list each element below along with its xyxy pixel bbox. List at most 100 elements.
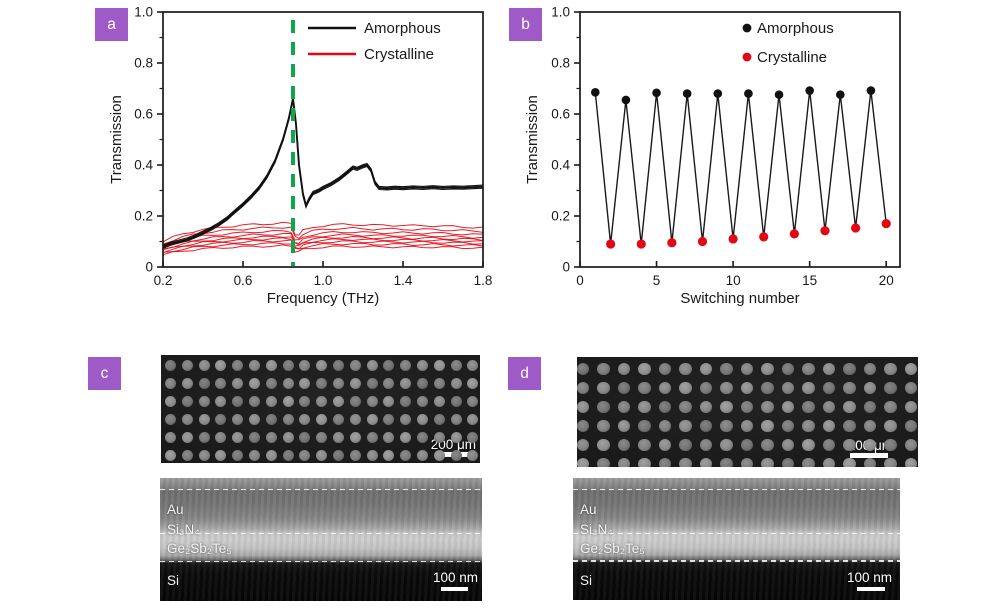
data-point (606, 239, 616, 249)
sem-dot (316, 396, 328, 407)
y-axis-title: Transmission (108, 95, 125, 184)
sem-dot (282, 396, 294, 407)
sem-dot (366, 432, 378, 443)
sem-dot (822, 457, 836, 467)
sem-dot (417, 450, 428, 461)
sem-dot (181, 450, 193, 461)
sem-dot (658, 457, 672, 467)
sem-dot (761, 419, 774, 433)
sem-dot (597, 381, 610, 395)
sem-dot (316, 432, 328, 443)
series-crystalline-trace (162, 229, 484, 246)
sem-dot (843, 457, 856, 467)
sem-dot (249, 396, 260, 407)
sem-dot (265, 450, 277, 461)
plot-frame (162, 11, 484, 268)
panel-label-b: b (509, 8, 542, 41)
sem-dot (349, 396, 361, 407)
sem-dot (597, 362, 610, 376)
sem-dot (884, 400, 897, 414)
sem-dot (720, 381, 733, 395)
sem-dot (198, 432, 210, 443)
y-tick-label: 0.6 (134, 107, 153, 122)
sem-dot (265, 432, 277, 443)
sem-dot (863, 400, 877, 414)
sem-dot (802, 457, 815, 467)
sem-dot (843, 400, 856, 414)
sem-dot (679, 457, 692, 467)
layer-boundary-line (573, 488, 900, 491)
sem-cross-section-c: Au Si₃N₄ Ge₂Sb₂Te₅ Si 100 nm (160, 478, 482, 601)
sem-dot (400, 414, 412, 425)
sem-dot (282, 432, 294, 443)
sem-dot (597, 438, 610, 452)
sem-dot (658, 419, 672, 433)
sem-dot (249, 360, 260, 371)
data-point (667, 238, 677, 248)
sem-dot (165, 378, 176, 389)
y-tick-label: 0 (145, 260, 153, 275)
layer-label-si: Si (580, 573, 593, 588)
sem-dot (577, 362, 590, 376)
sem-dot (904, 362, 918, 376)
sem-dot (884, 438, 897, 452)
sem-dot (679, 400, 692, 414)
sem-dot (863, 381, 877, 395)
sem-dot (638, 457, 651, 467)
layer-boundary-line (160, 561, 482, 563)
y-tick-label: 0.6 (551, 107, 570, 122)
sem-dot (417, 432, 428, 443)
sem-dot (215, 414, 227, 425)
layer-label-au: Au (580, 502, 597, 517)
y-tick-label: 0.8 (551, 56, 570, 71)
sem-dot (198, 414, 210, 425)
sem-dot (349, 432, 361, 443)
sem-dot (617, 381, 631, 395)
sem-dot (679, 419, 692, 433)
sem-dot (417, 360, 428, 371)
data-point (636, 239, 646, 249)
sem-dot (282, 378, 294, 389)
sem-dot (761, 381, 774, 395)
data-point (881, 219, 891, 229)
sem-dot (720, 362, 733, 376)
sem-dot (638, 362, 651, 376)
sem-dot (699, 419, 713, 433)
sem-dot (679, 362, 692, 376)
y-tick-label: 1.0 (551, 5, 570, 20)
x-tick-label: 0.6 (234, 273, 253, 288)
y-axis-title: Transmission (524, 95, 541, 184)
sem-dot (215, 432, 227, 443)
sem-dot (433, 450, 445, 461)
series-amorphous-trace (162, 100, 484, 249)
sem-dot (450, 396, 462, 407)
sem-dot (740, 400, 754, 414)
sem-dot (417, 414, 428, 425)
scale-bar (441, 587, 468, 591)
sem-dot (761, 438, 774, 452)
sem-dot (699, 457, 713, 467)
series-crystalline-trace (162, 244, 484, 256)
panel-label-c: c (88, 357, 121, 390)
series-amorphous-trace (162, 97, 484, 246)
sem-dot (232, 450, 244, 461)
sem-dot (215, 378, 227, 389)
sem-dot (740, 438, 754, 452)
sem-dot (198, 396, 210, 407)
sem-dot (863, 457, 877, 467)
sem-dot (577, 438, 590, 452)
sem-dot (433, 414, 445, 425)
sem-dot (658, 400, 672, 414)
sem-dot (383, 378, 395, 389)
sem-dot (181, 360, 193, 371)
sem-dot (740, 457, 754, 467)
sem-dot (658, 438, 672, 452)
sem-dot (617, 419, 631, 433)
sem-dot (299, 432, 311, 443)
sem-dot (638, 381, 651, 395)
sem-dot (265, 396, 277, 407)
data-point (744, 89, 753, 98)
sem-dot (349, 378, 361, 389)
sem-dot (198, 378, 210, 389)
